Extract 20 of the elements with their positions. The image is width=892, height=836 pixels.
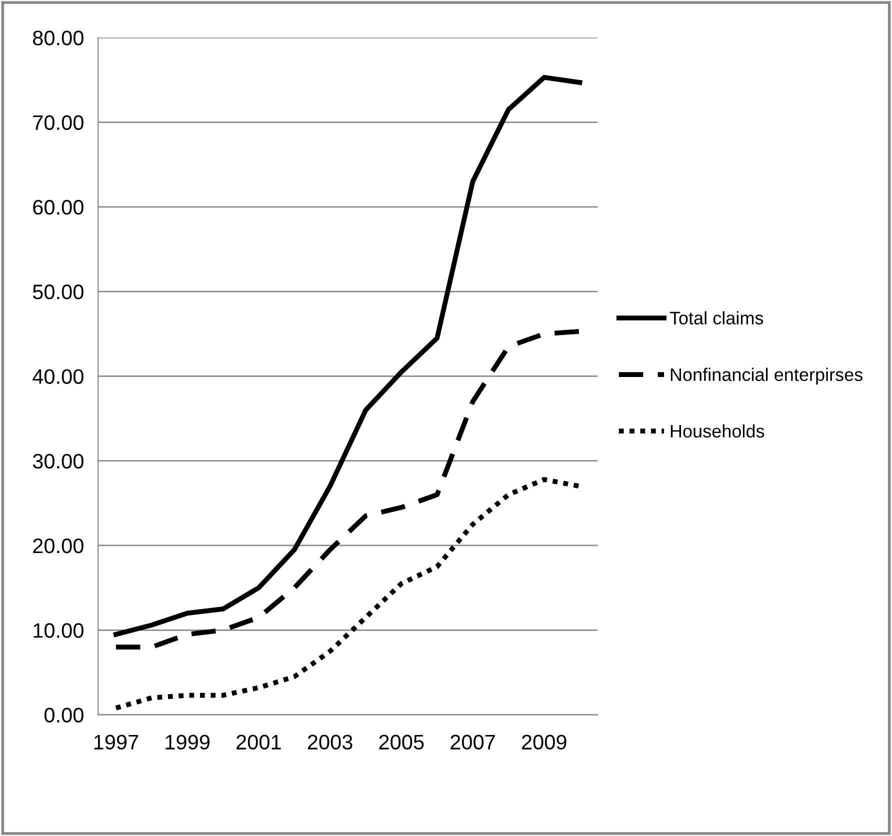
y-tick-label: 40.00 — [32, 369, 84, 384]
y-tick-label: 30.00 — [32, 454, 84, 469]
x-tick-label: 2009 — [522, 734, 566, 750]
x-tick-label: 2003 — [308, 734, 352, 750]
x-tick-label: 2001 — [236, 734, 281, 750]
x-tick-label: 2005 — [379, 734, 424, 750]
x-tick-label: 1997 — [94, 734, 138, 750]
y-tick-label: 10.00 — [34, 623, 84, 638]
legend-label: Nonfinancial enterpirses — [670, 368, 862, 385]
legend-label: Households — [670, 424, 764, 438]
x-tick-label: 2007 — [450, 734, 495, 750]
y-tick-label: 80.00 — [33, 30, 84, 46]
y-tick-label: 60.00 — [33, 200, 84, 215]
y-tick-label: 50.00 — [32, 284, 84, 300]
line-series — [114, 74, 582, 637]
y-tick-label: 20.00 — [33, 538, 84, 554]
legend-label: Total claims — [670, 311, 764, 324]
x-tick-label: 1999 — [166, 734, 210, 750]
y-tick-label: 70.00 — [33, 115, 84, 130]
y-tick-label: 0.00 — [44, 708, 84, 723]
